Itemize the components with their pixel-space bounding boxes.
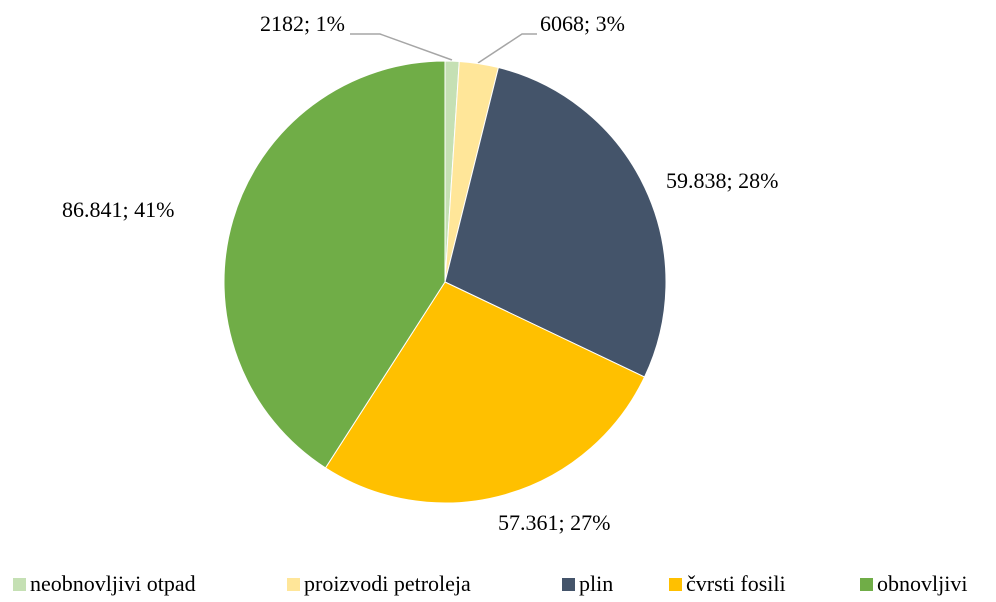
pie-slice: [324, 281, 646, 504]
legend-label: obnovljivi: [877, 571, 967, 596]
legend-label: čvrsti fosili: [686, 571, 786, 596]
pie-slice: [223, 60, 446, 469]
legend-swatch: [669, 578, 682, 591]
data-label: 59.838; 28%: [666, 168, 778, 193]
pie-slice: [444, 66, 667, 378]
legend-swatch: [562, 578, 575, 591]
data-label: 2182; 1%: [260, 11, 345, 36]
leader-line: [350, 33, 453, 61]
legend-label: plin: [579, 571, 613, 596]
legend-swatch: [13, 578, 26, 591]
leader-line: [477, 33, 537, 64]
data-label: 86.841; 41%: [62, 197, 174, 222]
legend-label: proizvodi petroleja: [304, 571, 471, 596]
legend-swatch: [287, 578, 300, 591]
legend-label: neobnovljivi otpad: [30, 571, 196, 596]
data-label: 57.361; 27%: [498, 510, 610, 535]
legend-swatch: [860, 578, 873, 591]
data-label: 6068; 3%: [540, 11, 625, 36]
